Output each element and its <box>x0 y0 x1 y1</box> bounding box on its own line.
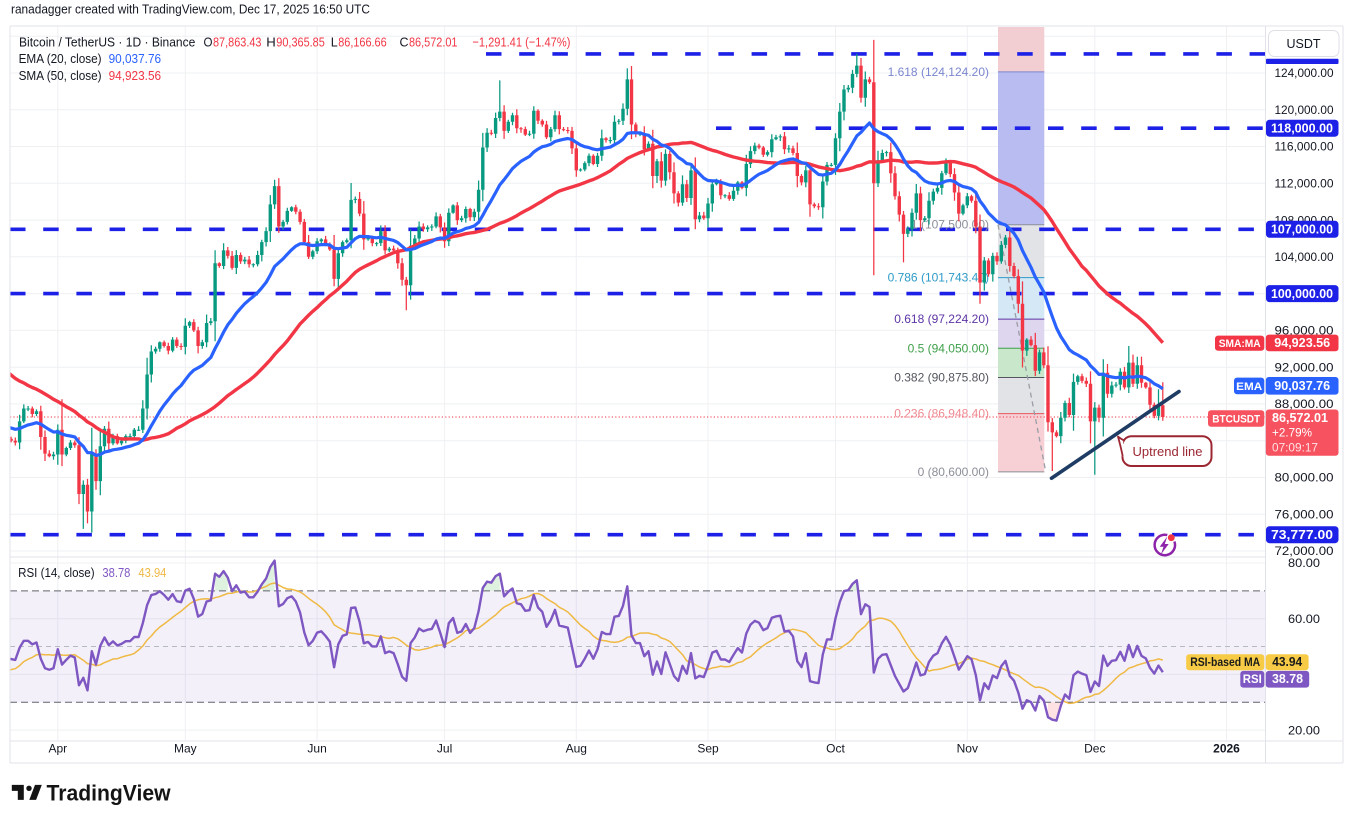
svg-text:TradingView: TradingView <box>47 781 172 806</box>
svg-text:−1,291.41 (−1.47%): −1,291.41 (−1.47%) <box>472 35 570 50</box>
svg-text:0.236 (86,948.40): 0.236 (86,948.40) <box>894 407 989 421</box>
svg-text:86,572.01: 86,572.01 <box>409 35 458 50</box>
svg-text:Jun: Jun <box>307 742 326 756</box>
svg-text:90,037.76: 90,037.76 <box>1274 379 1330 393</box>
svg-text:94,923.56: 94,923.56 <box>109 68 162 83</box>
svg-text:Oct: Oct <box>826 742 845 756</box>
svg-text:May: May <box>174 742 197 756</box>
svg-text:Dec: Dec <box>1084 742 1105 756</box>
svg-text:96,000.00: 96,000.00 <box>1275 324 1334 338</box>
svg-text:Jul: Jul <box>437 742 452 756</box>
svg-text:118,000.00: 118,000.00 <box>1271 122 1333 136</box>
svg-text:RSI (14, close): RSI (14, close) <box>18 565 95 580</box>
svg-text:104,000.00: 104,000.00 <box>1275 250 1334 264</box>
svg-text:0.5 (94,050.00): 0.5 (94,050.00) <box>908 341 989 355</box>
svg-text:43.94: 43.94 <box>138 565 166 580</box>
svg-text:ranadagger created with Tradin: ranadagger created with TradingView.com,… <box>11 2 370 17</box>
svg-text:107,000.00: 107,000.00 <box>1271 223 1333 237</box>
svg-text:72,000.00: 72,000.00 <box>1275 544 1334 558</box>
svg-text:38.78: 38.78 <box>1272 672 1303 686</box>
svg-text:H: H <box>266 35 276 50</box>
svg-text:Bitcoin / TetherUS · 1D · Bina: Bitcoin / TetherUS · 1D · Binance <box>19 35 195 50</box>
svg-text:92,000.00: 92,000.00 <box>1275 360 1334 374</box>
svg-text:SMA:MA: SMA:MA <box>1219 338 1261 350</box>
svg-text:Apr: Apr <box>48 742 67 756</box>
svg-text:USDT: USDT <box>1287 37 1321 51</box>
svg-text:1.618 (124,124.20): 1.618 (124,124.20) <box>888 65 989 79</box>
svg-text:73,777.00: 73,777.00 <box>1271 528 1333 542</box>
svg-text:SMA (50, close): SMA (50, close) <box>19 68 102 83</box>
svg-text:116,000.00: 116,000.00 <box>1275 140 1334 154</box>
svg-text:C: C <box>400 35 409 50</box>
svg-text:L: L <box>331 35 338 50</box>
svg-text:86,166.66: 86,166.66 <box>338 35 387 50</box>
svg-text:RSI-based MA: RSI-based MA <box>1190 657 1260 669</box>
svg-text:2026: 2026 <box>1213 742 1240 756</box>
svg-text:Aug: Aug <box>566 742 587 756</box>
svg-text:1 (107,500.00): 1 (107,500.00) <box>911 218 989 232</box>
svg-text:20.00: 20.00 <box>1288 723 1320 737</box>
svg-text:94,923.56: 94,923.56 <box>1274 336 1330 350</box>
svg-text:88,000.00: 88,000.00 <box>1275 397 1334 411</box>
svg-text:Nov: Nov <box>957 742 978 756</box>
svg-text:+2.79%: +2.79% <box>1272 426 1312 440</box>
svg-text:90,037.76: 90,037.76 <box>109 51 162 66</box>
svg-text:0.786 (101,743.40): 0.786 (101,743.40) <box>888 271 989 285</box>
svg-text:EMA: EMA <box>1236 381 1262 393</box>
svg-text:O: O <box>204 35 213 50</box>
svg-text:43.94: 43.94 <box>1272 655 1302 669</box>
svg-text:112,000.00: 112,000.00 <box>1275 177 1334 191</box>
svg-text:80,000.00: 80,000.00 <box>1275 471 1334 485</box>
svg-text:100,000.00: 100,000.00 <box>1271 287 1333 301</box>
svg-text:86,572.01: 86,572.01 <box>1272 411 1328 425</box>
svg-text:EMA (20, close): EMA (20, close) <box>19 51 102 66</box>
svg-text:RSI: RSI <box>1243 674 1262 686</box>
svg-text:0.618 (97,224.20): 0.618 (97,224.20) <box>894 312 989 326</box>
svg-text:76,000.00: 76,000.00 <box>1275 507 1334 521</box>
svg-text:60.00: 60.00 <box>1288 612 1320 626</box>
svg-text:87,863.43: 87,863.43 <box>213 35 262 50</box>
svg-text:120,000.00: 120,000.00 <box>1275 103 1334 117</box>
svg-text:90,365.85: 90,365.85 <box>276 35 325 50</box>
svg-text:124,000.00: 124,000.00 <box>1275 66 1334 80</box>
svg-text:BTCUSDT: BTCUSDT <box>1212 414 1260 426</box>
svg-text:07:09:17: 07:09:17 <box>1272 440 1318 454</box>
svg-text:38.78: 38.78 <box>102 565 130 580</box>
svg-text:0 (80,600.00): 0 (80,600.00) <box>918 465 989 479</box>
svg-text:Sep: Sep <box>697 742 719 756</box>
svg-text:80.00: 80.00 <box>1288 556 1320 570</box>
svg-text:0.382 (90,875.80): 0.382 (90,875.80) <box>894 371 989 385</box>
svg-text:Uptrend line: Uptrend line <box>1133 445 1203 459</box>
